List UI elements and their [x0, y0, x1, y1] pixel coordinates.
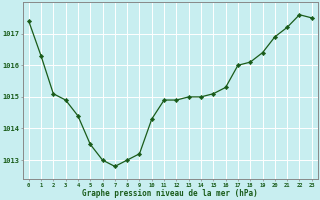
X-axis label: Graphe pression niveau de la mer (hPa): Graphe pression niveau de la mer (hPa) [82, 189, 258, 198]
